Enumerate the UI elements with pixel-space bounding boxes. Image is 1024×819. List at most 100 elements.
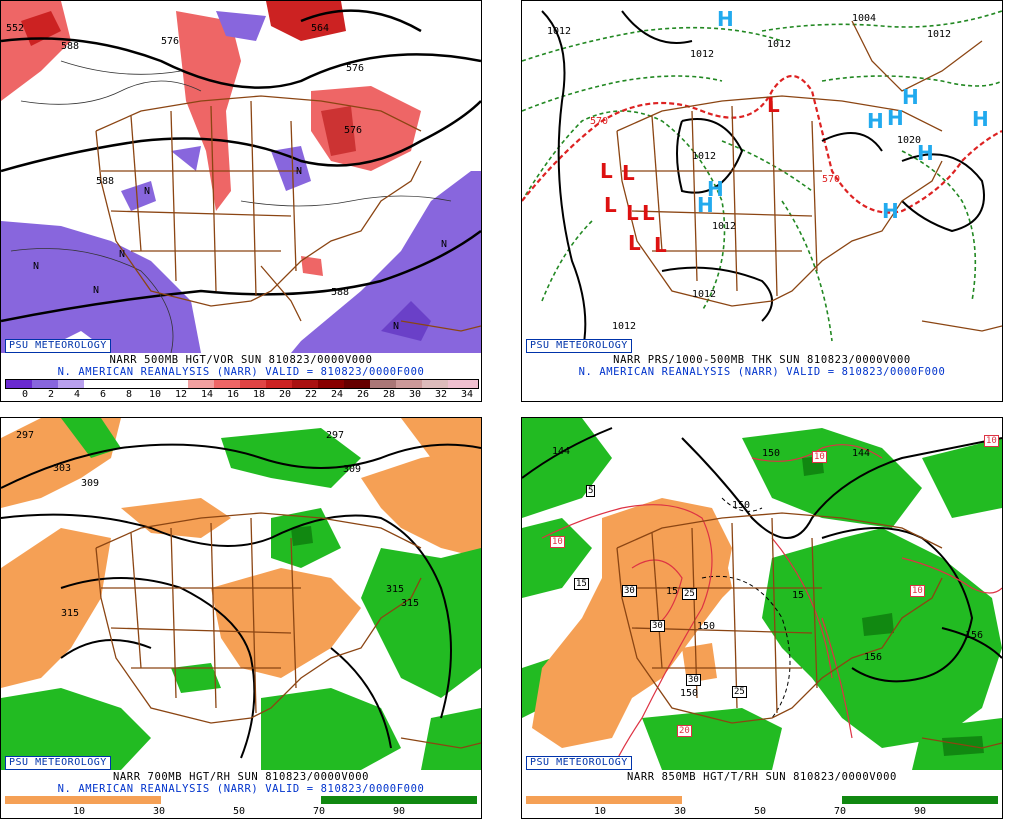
contour-label: 552: [6, 23, 25, 34]
contour-label: 1012: [547, 26, 572, 37]
scale-label: 30: [408, 389, 422, 400]
contour-label: 156: [965, 630, 984, 641]
panel-850mb-hgt-t-rh: 144 150 144 150 15 150 15 15 150 156 156…: [521, 417, 1003, 819]
contour-label: 150: [762, 448, 781, 459]
panel-700mb-hgt-rh: 297 297 303 309 309 315 315 315 PSU METE…: [0, 417, 482, 819]
high-pressure-marker: H: [917, 141, 934, 165]
contour-label: 15: [666, 586, 679, 597]
contour-label: 309: [81, 478, 100, 489]
scale-label: 26: [356, 389, 370, 400]
contour-label: 576: [344, 125, 363, 136]
panel-caption-title: NARR 500MB HGT/VOR SUN 810823/0000V000: [109, 354, 373, 366]
temperature-label: 10: [984, 435, 999, 447]
panel-500mb-hgt-vor: 552 564 576 576 576 588 588 588 N N N N …: [0, 0, 482, 402]
contour-label: 564: [311, 23, 330, 34]
temperature-label: 5: [586, 485, 596, 497]
scale-label: 12: [174, 389, 188, 400]
contour-label: 1012: [927, 29, 952, 40]
rh-color-scale: [526, 796, 998, 804]
temperature-label: 20: [677, 725, 692, 737]
scale-label: 30: [673, 806, 687, 817]
scale-label: 0: [21, 389, 29, 400]
vorticity-center-marker: N: [393, 321, 400, 332]
temperature-label: 10: [550, 536, 565, 548]
scale-label: 30: [152, 806, 166, 817]
vorticity-center-marker: N: [296, 166, 303, 177]
scale-label: 10: [148, 389, 162, 400]
thickness-label: 570: [590, 116, 609, 127]
contour-label: 1012: [692, 289, 717, 300]
contour-label: 315: [386, 584, 405, 595]
panel-caption-valid: N. AMERICAN REANALYSIS (NARR) VALID = 81…: [57, 783, 425, 795]
vorticity-center-marker: N: [93, 285, 100, 296]
low-pressure-marker: L: [767, 93, 780, 117]
scale-label: 50: [753, 806, 767, 817]
panel-caption-title: NARR 700MB HGT/RH SUN 810823/0000V000: [112, 771, 370, 783]
scale-label: 6: [99, 389, 107, 400]
contour-label: 576: [161, 36, 180, 47]
low-pressure-marker: L: [654, 233, 667, 257]
temperature-label: 25: [682, 588, 697, 600]
low-pressure-marker: L: [622, 161, 635, 185]
contour-label: 303: [53, 463, 72, 474]
contour-label: 297: [16, 430, 35, 441]
psu-meteorology-logo: PSU METEOROLOGY: [5, 756, 111, 770]
high-pressure-marker: H: [867, 109, 884, 133]
scale-label: 10: [593, 806, 607, 817]
rh-scale-labels: 10 30 50 70 90: [526, 806, 998, 818]
temperature-label: 15: [574, 578, 589, 590]
vorticity-center-marker: N: [119, 249, 126, 260]
scale-label: 18: [252, 389, 266, 400]
temperature-label: 10: [910, 585, 925, 597]
panel-caption-valid: N. AMERICAN REANALYSIS (NARR) VALID = 81…: [57, 366, 425, 378]
vorticity-scale-labels: 0 2 4 6 8 10 12 14 16 18 20 22 24 26 28 …: [5, 389, 477, 401]
high-pressure-marker: H: [717, 7, 734, 31]
panel-pressure-thickness: 1012 1004 1012 1012 1012 1012 1012 1012 …: [521, 0, 1003, 402]
contour-label: 1012: [712, 221, 737, 232]
contour-label: 144: [552, 446, 571, 457]
scale-label: 90: [392, 806, 406, 817]
scale-label: 32: [434, 389, 448, 400]
map-700mb: [1, 418, 481, 770]
map-500mb: [1, 1, 481, 353]
vorticity-color-scale: [5, 379, 479, 389]
contour-label: 15: [792, 590, 805, 601]
high-pressure-marker: H: [972, 107, 989, 131]
temperature-label: 30: [650, 620, 665, 632]
rh-scale-labels: 10 30 50 70 90: [5, 806, 477, 818]
low-pressure-marker: L: [604, 193, 617, 217]
psu-meteorology-logo: PSU METEOROLOGY: [526, 339, 632, 353]
contour-label: 576: [346, 63, 365, 74]
map-850mb: [522, 418, 1002, 770]
vorticity-center-marker: N: [33, 261, 40, 272]
psu-meteorology-logo: PSU METEOROLOGY: [526, 756, 632, 770]
high-pressure-marker: H: [697, 193, 714, 217]
scale-label: 8: [125, 389, 133, 400]
panel-caption-title: NARR 850MB HGT/T/RH SUN 810823/0000V000: [627, 771, 897, 783]
contour-label: 297: [326, 430, 345, 441]
contour-label: 588: [61, 41, 80, 52]
high-pressure-marker: H: [887, 106, 904, 130]
scale-label: 22: [304, 389, 318, 400]
contour-label: 156: [864, 652, 883, 663]
contour-label: 309: [343, 464, 362, 475]
low-pressure-marker: L: [626, 201, 639, 225]
temperature-label: 30: [686, 674, 701, 686]
scale-label: 28: [382, 389, 396, 400]
contour-label: 1012: [612, 321, 637, 332]
contour-label: 144: [852, 448, 871, 459]
temperature-label: 30: [622, 585, 637, 597]
scale-label: 34: [460, 389, 474, 400]
scale-label: 20: [278, 389, 292, 400]
scale-label: 90: [913, 806, 927, 817]
scale-label: 70: [312, 806, 326, 817]
panel-caption-valid: N. AMERICAN REANALYSIS (NARR) VALID = 81…: [578, 366, 946, 378]
low-pressure-marker: L: [628, 231, 641, 255]
low-pressure-marker: L: [600, 159, 613, 183]
temperature-label: 25: [732, 686, 747, 698]
thickness-label: 570: [822, 174, 841, 185]
vorticity-center-marker: N: [144, 186, 151, 197]
high-pressure-marker: H: [707, 177, 724, 201]
contour-label: 315: [61, 608, 80, 619]
rh-color-scale: [5, 796, 477, 804]
